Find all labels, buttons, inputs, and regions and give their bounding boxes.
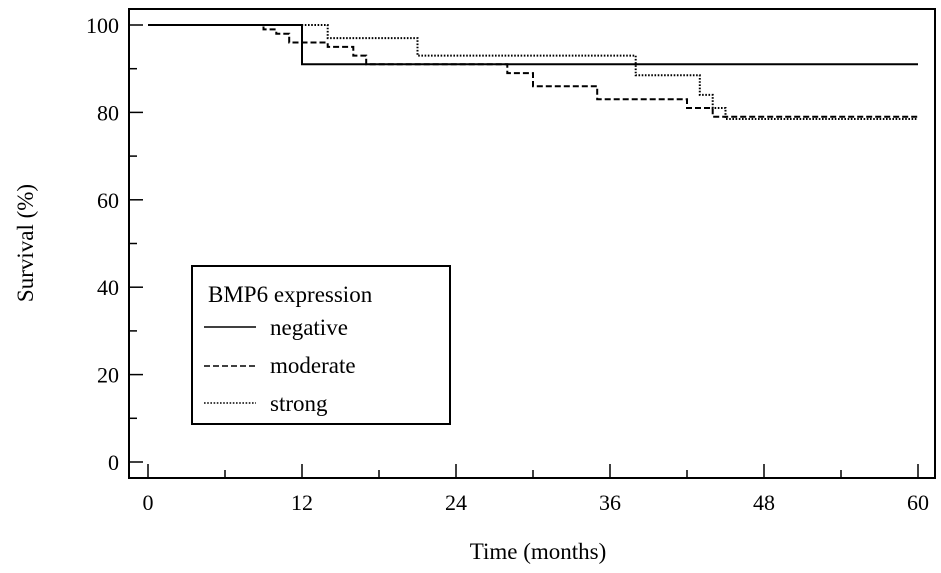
x-tick-label: 12 (291, 490, 313, 515)
legend: BMP6 expression negative moderate strong (191, 265, 451, 425)
y-tick-label: 80 (97, 100, 119, 125)
y-tick-label: 100 (86, 13, 119, 38)
legend-label-negative: negative (270, 315, 348, 340)
y-tick-label: 20 (97, 363, 119, 388)
legend-label-moderate: moderate (270, 353, 356, 378)
series-lines (148, 24, 918, 120)
axis-ticks (129, 24, 919, 478)
x-tick-label: 60 (907, 490, 929, 515)
x-axis-title: Time (months) (470, 539, 607, 564)
y-tick-label: 60 (97, 188, 119, 213)
y-tick-label: 0 (108, 450, 119, 475)
series-line-negative (148, 24, 918, 66)
x-tick-label: 48 (753, 490, 775, 515)
legend-label-strong: strong (270, 391, 328, 416)
x-tick-label: 0 (143, 490, 154, 515)
legend-box (191, 265, 451, 425)
y-tick-label: 40 (97, 275, 119, 300)
tick-labels: 0 20 40 60 80 100 0 12 24 36 48 60 (86, 13, 929, 515)
y-axis-title: Survival (%) (13, 184, 38, 302)
series-line-strong (148, 24, 918, 120)
x-tick-label: 24 (445, 490, 467, 515)
legend-title: BMP6 expression (208, 282, 373, 307)
series-line-moderate (148, 24, 918, 118)
x-tick-label: 36 (599, 490, 621, 515)
